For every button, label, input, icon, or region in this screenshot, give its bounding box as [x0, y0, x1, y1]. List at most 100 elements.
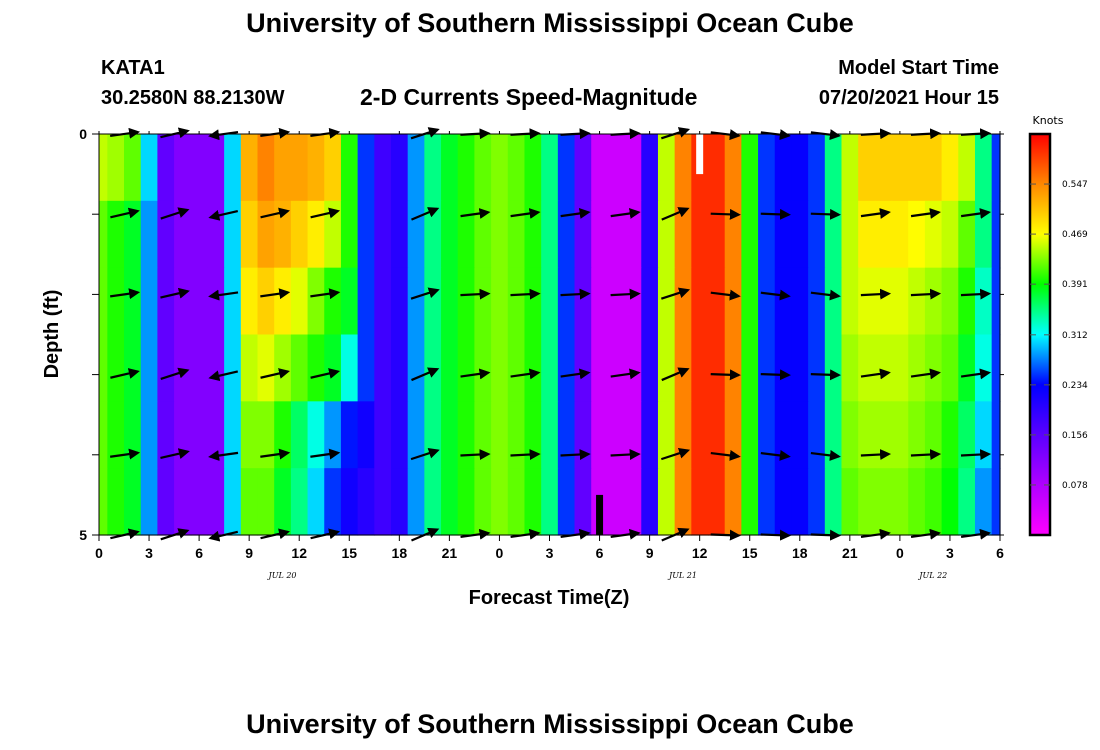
- heatmap-cell: [99, 401, 108, 469]
- heatmap-cell: [841, 468, 859, 536]
- heatmap-cell: [307, 267, 325, 336]
- heatmap-cell: [340, 200, 359, 269]
- heatmap-cell: [491, 200, 509, 269]
- heatmap-cell: [240, 334, 259, 402]
- heatmap-cell: [207, 134, 225, 202]
- heatmap-cell: [674, 468, 692, 536]
- current-vector: [860, 288, 892, 300]
- date-label: JUL 22: [917, 571, 947, 580]
- heatmap-cell: [99, 334, 108, 402]
- heatmap-cell: [958, 468, 976, 536]
- heatmap-cell: [607, 267, 626, 336]
- heatmap-cell: [657, 468, 676, 536]
- current-vector: [208, 209, 239, 221]
- colorbar-tick-label: 0.312: [1062, 331, 1088, 341]
- footer-title: University of Southern Mississippi Ocean…: [246, 709, 854, 739]
- current-vector: [710, 369, 741, 381]
- heatmap-cell: [991, 468, 1001, 536]
- heatmap-cell: [591, 134, 609, 202]
- current-vector: [660, 447, 691, 461]
- heatmap-cell: [891, 267, 909, 336]
- heatmap-cell: [541, 200, 559, 269]
- heatmap-cell: [774, 267, 793, 336]
- heatmap-cell: [607, 468, 626, 536]
- heatmap-cell: [958, 401, 976, 469]
- heatmap-cell: [741, 468, 759, 536]
- heatmap-cell: [124, 468, 142, 536]
- page-title: University of Southern Mississippi Ocean…: [246, 8, 854, 38]
- current-vector: [810, 369, 841, 381]
- colorbar-tick-label: 0.547: [1062, 180, 1088, 190]
- heatmap-cell: [374, 267, 392, 336]
- heatmap-cell: [190, 134, 209, 202]
- heatmap-cell: [457, 267, 476, 336]
- heatmap-cell: [657, 334, 676, 402]
- current-vector: [910, 288, 942, 300]
- heatmap-cell: [274, 468, 292, 536]
- heatmap-cell: [524, 200, 542, 269]
- heatmap-cell: [99, 267, 108, 336]
- heatmap-cell: [724, 468, 742, 536]
- heatmap-cell: [958, 334, 976, 402]
- heatmap-cell: [274, 267, 292, 336]
- heatmap-cell: [858, 401, 876, 469]
- heatmap-cell: [758, 134, 776, 202]
- heatmap-cell: [924, 200, 943, 269]
- heatmap-cell: [390, 267, 409, 336]
- heatmap-cell: [691, 334, 709, 402]
- current-vector: [310, 448, 341, 460]
- heatmap-cell: [441, 134, 459, 202]
- date-label: JUL 20: [267, 571, 297, 580]
- current-vector: [560, 368, 591, 380]
- heatmap-cell: [357, 334, 375, 402]
- current-vector: [310, 368, 341, 379]
- heatmap-cell: [240, 267, 259, 336]
- heatmap-cell: [591, 200, 609, 269]
- current-vector: [610, 288, 641, 300]
- heatmap-cell: [174, 334, 192, 402]
- current-vector: [660, 287, 691, 300]
- x-tick-label: 21: [442, 545, 458, 561]
- heatmap-cell: [441, 267, 459, 336]
- heatmap-cell: [240, 200, 259, 269]
- heatmap-cell: [674, 401, 692, 469]
- heatmap-cell: [741, 200, 759, 269]
- current-vector: [460, 288, 491, 300]
- heatmap-cell: [107, 468, 125, 536]
- current-vector: [560, 449, 591, 461]
- heatmap-cell: [891, 401, 909, 469]
- heatmap-cell: [841, 334, 859, 402]
- current-vector: [510, 449, 541, 461]
- heatmap-cell: [290, 468, 309, 536]
- heatmap-cell: [774, 401, 793, 469]
- heatmap-cell: [724, 200, 742, 269]
- current-vector: [960, 288, 992, 300]
- heatmap-cell: [774, 334, 793, 402]
- heatmap-cell: [207, 468, 225, 536]
- current-vector: [260, 448, 291, 460]
- heatmap-cell: [841, 134, 859, 202]
- heatmap-cell: [190, 468, 209, 536]
- heatmap-cell: [724, 334, 742, 402]
- heatmap-cell: [624, 134, 642, 202]
- current-vector: [260, 288, 291, 300]
- x-tick-label: 6: [996, 545, 1004, 561]
- heatmap-cell: [390, 134, 409, 202]
- heatmap-cell: [791, 200, 809, 269]
- heatmap-cell: [991, 200, 1001, 269]
- heatmap-cell: [224, 334, 242, 402]
- heatmap-cell: [140, 334, 158, 402]
- heatmap-cell: [474, 334, 492, 402]
- heatmap-cell: [874, 200, 893, 269]
- current-vector: [411, 207, 440, 221]
- heatmap-cell: [357, 134, 375, 202]
- heatmap-cell: [624, 334, 642, 402]
- heatmap-cell: [758, 401, 776, 469]
- x-tick-label: 0: [95, 545, 103, 561]
- current-vector: [110, 368, 140, 379]
- heatmap-cell: [491, 468, 509, 536]
- model-start-label: Model Start Time: [838, 57, 999, 79]
- heatmap-cell: [908, 468, 926, 536]
- heatmap-cell: [374, 468, 392, 536]
- heatmap-cell: [207, 334, 225, 402]
